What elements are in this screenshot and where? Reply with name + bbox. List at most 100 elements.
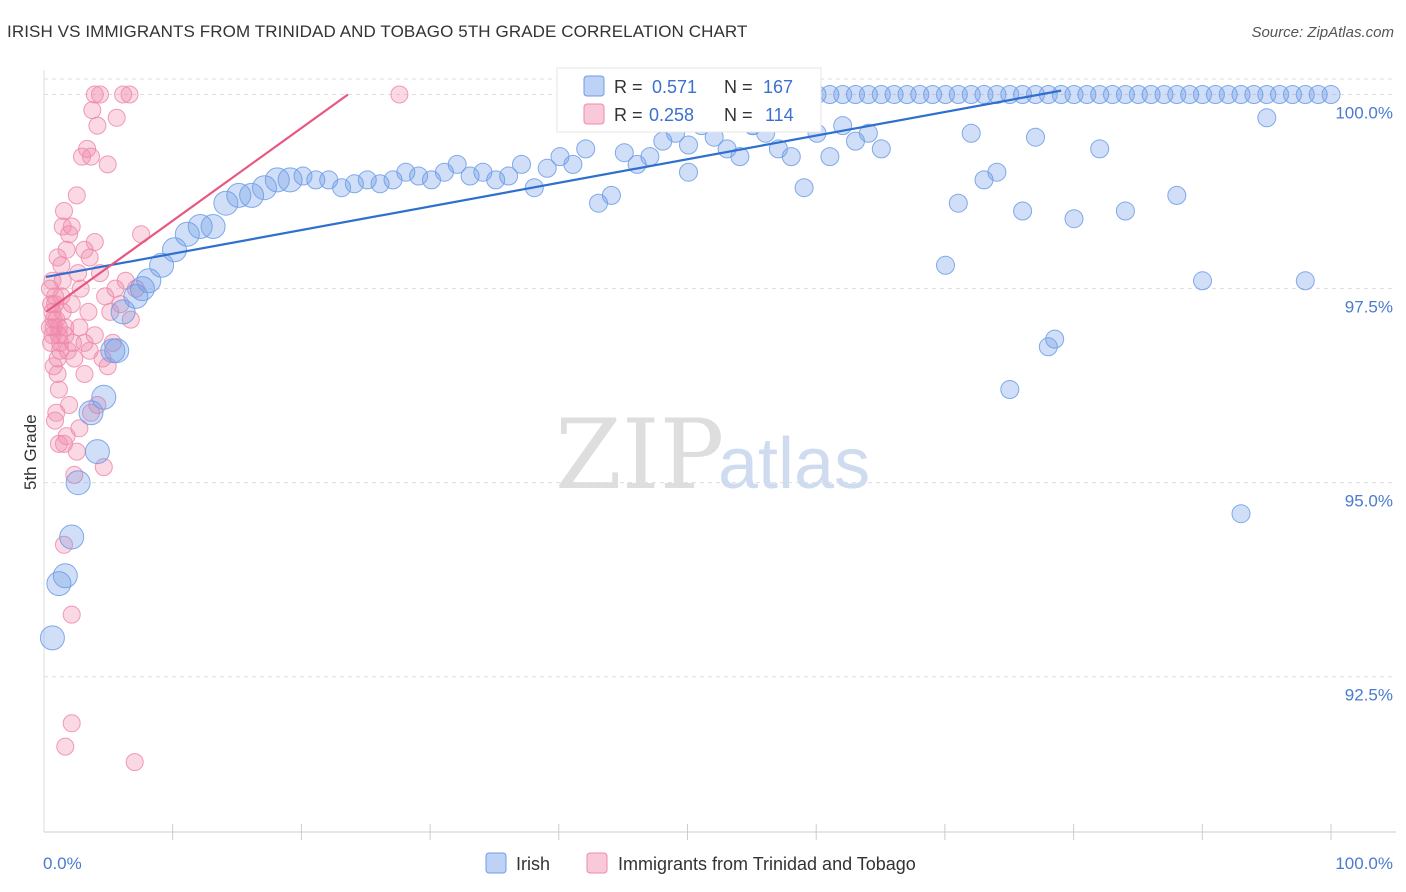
irish-point <box>46 571 72 597</box>
trinidad-point <box>52 287 71 306</box>
stats-trinidad-n-label: N = <box>724 105 753 125</box>
irish-point <box>213 190 239 216</box>
irish-point <box>486 170 506 190</box>
trinidad-point <box>114 85 133 104</box>
stats-irish-n-value: 167 <box>763 77 793 97</box>
irish-point <box>974 85 994 104</box>
trinidad-point <box>82 147 100 166</box>
irish-point <box>576 139 596 159</box>
trinidad-trend-line <box>45 93 349 313</box>
irish-point <box>794 178 814 198</box>
trinidad-point <box>48 365 67 383</box>
irish-point <box>252 175 277 201</box>
irish-point <box>1244 85 1264 104</box>
irish-point <box>948 85 968 104</box>
bottom-legend: Irish Immigrants from Trinidad and Tobag… <box>485 852 916 874</box>
irish-point <box>1295 271 1315 291</box>
stats-irish-r-label: R = <box>614 77 643 97</box>
trinidad-point <box>43 326 62 345</box>
irish-point <box>200 214 226 239</box>
irish-point <box>820 147 840 167</box>
irish-point <box>679 162 698 182</box>
irish-point <box>1026 127 1045 147</box>
irish-point <box>187 214 213 239</box>
trinidad-point <box>80 248 99 267</box>
irish-point <box>277 167 303 193</box>
stats-legend: R = 0.571 N = 167 R = 0.258 N = 114 <box>556 67 822 133</box>
y-tick-labels: 100.0% 97.5% 95.0% 92.5% <box>1335 104 1393 705</box>
irish-point <box>1295 85 1315 104</box>
irish-point <box>39 625 65 651</box>
irish-point <box>1141 85 1161 104</box>
irish-point <box>871 139 891 159</box>
x-tick-label-max: 100.0% <box>1335 854 1393 873</box>
trinidad-point <box>70 419 89 438</box>
irish-point <box>239 182 265 208</box>
trinidad-point <box>53 217 72 236</box>
trinidad-point <box>56 737 75 756</box>
trinidad-point <box>62 295 81 314</box>
irish-point <box>858 85 878 104</box>
trinidad-point <box>65 349 84 368</box>
trinidad-point <box>98 155 117 174</box>
irish-point <box>1064 85 1084 104</box>
stats-trinidad-r-value: 0.258 <box>649 105 694 125</box>
irish-point <box>1257 108 1277 128</box>
trinidad-point <box>57 240 76 259</box>
irish-point <box>1103 85 1122 104</box>
irish-point <box>357 170 377 190</box>
irish-point <box>174 221 200 247</box>
x-ticks <box>172 824 1332 840</box>
y-tick-label: 100.0% <box>1335 104 1393 123</box>
irish-point <box>52 563 78 589</box>
irish-point <box>409 166 429 186</box>
irish-point <box>499 166 519 186</box>
trinidad-point <box>107 108 126 127</box>
irish-point <box>601 185 621 205</box>
trinidad-point <box>88 116 107 135</box>
stats-swatch-trinidad <box>583 103 605 125</box>
irish-point <box>1231 504 1251 524</box>
irish-point <box>1115 201 1135 221</box>
trinidad-point <box>75 365 94 383</box>
legend-label-irish: Irish <box>516 854 550 874</box>
irish-trend-line <box>45 89 1062 279</box>
irish-point <box>1090 139 1110 159</box>
trend-lines <box>45 89 1062 313</box>
irish-point <box>1270 85 1290 104</box>
irish-point <box>306 170 326 190</box>
trinidad-point <box>390 85 409 104</box>
trinidad-point <box>83 101 102 120</box>
y-tick-label: 97.5% <box>1345 298 1393 317</box>
source-label: Source: ZipAtlas.com <box>1251 24 1394 41</box>
y-axis-label: 5th Grade <box>21 414 40 490</box>
trinidad-point <box>85 85 104 104</box>
trinidad-point <box>49 434 68 453</box>
irish-point <box>1013 201 1033 221</box>
x-tick-label-min: 0.0% <box>43 854 82 873</box>
irish-point <box>640 147 660 167</box>
trinidad-point <box>67 186 86 205</box>
irish-points <box>39 85 1341 651</box>
legend-swatch-trinidad <box>586 852 608 874</box>
trinidad-point <box>51 341 70 360</box>
irish-point <box>1193 271 1212 291</box>
irish-point <box>332 178 352 198</box>
irish-point <box>1045 329 1065 349</box>
irish-point <box>1231 85 1251 104</box>
trinidad-points <box>40 85 409 772</box>
trinidad-point <box>101 302 120 321</box>
irish-point <box>59 524 85 550</box>
trinidad-point <box>120 85 139 104</box>
irish-point <box>846 85 865 104</box>
watermark-atlas: atlas <box>718 424 870 504</box>
irish-point <box>1064 209 1084 229</box>
irish-point <box>961 123 981 143</box>
irish-point <box>344 174 364 194</box>
trinidad-point <box>67 442 86 461</box>
irish-point <box>370 174 390 194</box>
irish-point <box>129 276 155 302</box>
irish-point <box>948 193 968 213</box>
trinidad-point <box>49 380 68 399</box>
irish-point <box>923 85 943 104</box>
